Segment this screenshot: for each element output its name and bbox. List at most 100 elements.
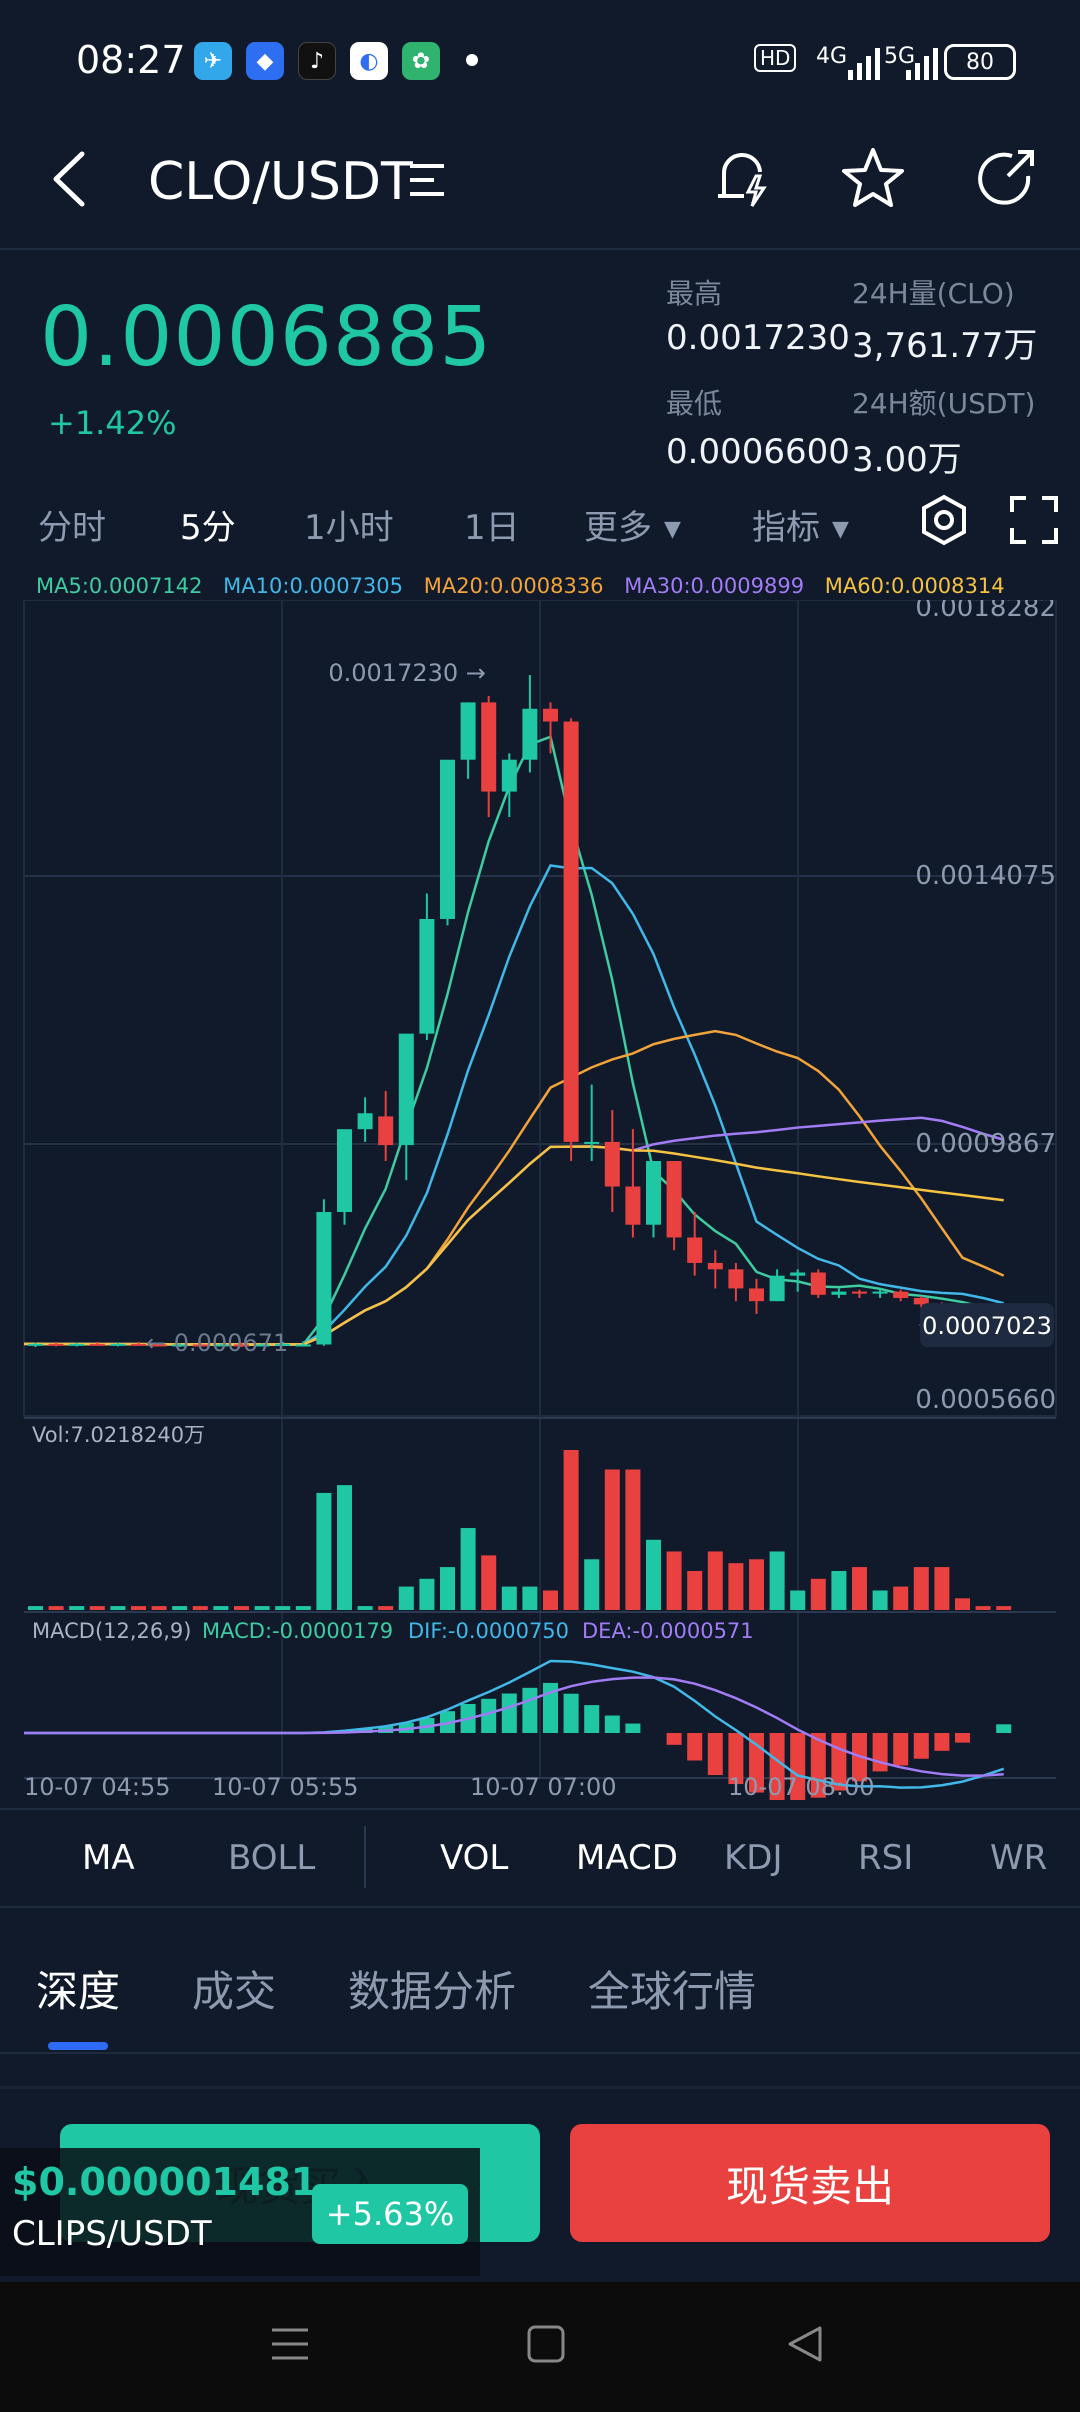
tab-data-analysis[interactable]: 数据分析 — [348, 1967, 517, 2016]
volume-bar — [687, 1570, 703, 1610]
indicator-wr[interactable]: WR — [990, 1838, 1048, 1878]
chart-settings-icon[interactable] — [918, 494, 970, 550]
volume-bar — [996, 1606, 1012, 1610]
tab-depth[interactable]: 深度 — [36, 1967, 121, 2016]
tf-more[interactable]: 更多 ▼ — [584, 500, 681, 549]
indicator-macd[interactable]: MACD — [576, 1838, 678, 1878]
volume-bar — [398, 1586, 414, 1610]
candle-body — [646, 1161, 661, 1225]
home-icon[interactable] — [526, 2324, 566, 2368]
candle-body — [707, 1262, 723, 1270]
volume-bar — [893, 1586, 909, 1610]
candle-body — [543, 708, 558, 722]
volume-bar — [89, 1606, 105, 1610]
macd-value: MACD:-0.0000179 — [202, 1619, 393, 1643]
network-4g-label: 4G — [816, 44, 848, 69]
back-nav-icon[interactable] — [784, 2324, 824, 2368]
x-axis-label: 10-07 07:00 — [470, 1773, 617, 1800]
divider — [364, 1826, 366, 1888]
divider — [0, 1808, 1080, 1810]
max-price-label: 0.0017230 → — [328, 659, 486, 687]
pair-title[interactable]: CLO/USDT — [148, 152, 413, 212]
pair-list-icon[interactable] — [408, 156, 448, 210]
volume-bar — [151, 1606, 167, 1610]
x-axis-label: 10-07 08:00 — [728, 1773, 875, 1800]
candle-body — [666, 1161, 682, 1238]
spot-sell-button[interactable]: 现货卖出 — [570, 2124, 1050, 2242]
divider — [0, 2086, 1080, 2089]
notification-dot-icon — [466, 54, 478, 66]
volume-bar — [852, 1567, 867, 1610]
candle-body — [110, 1343, 126, 1346]
kline-chart[interactable]: 0.0018282 0.0014075 0.0009867 0.0005660 0.00… — [0, 600, 1080, 1800]
tab-trades[interactable]: 成交 — [192, 1967, 277, 2016]
dea-line — [24, 1676, 1004, 1777]
candle-body — [501, 759, 517, 792]
candle-body — [234, 1344, 249, 1347]
tf-indicators-label: 指标 — [752, 508, 820, 548]
favorite-star-icon[interactable] — [838, 144, 908, 218]
volume-bar — [666, 1551, 682, 1610]
amount-24h-label: 24H额(USDT) — [852, 387, 1036, 420]
indicator-boll[interactable]: BOLL — [228, 1838, 316, 1878]
x-axis-label: 10-07 04:55 — [24, 1773, 171, 1800]
macd-histogram-bar — [893, 1733, 909, 1766]
header-bar: CLO/USDT — [0, 120, 1080, 250]
indicator-ma[interactable]: MA — [82, 1838, 135, 1878]
volume-bar — [275, 1606, 291, 1610]
candle-body — [295, 1344, 311, 1347]
x-axis-label: 10-07 05:55 — [212, 1773, 359, 1800]
signal-icon — [846, 46, 886, 84]
network-5g-label: 5G — [884, 44, 916, 69]
volume-bar — [522, 1586, 538, 1610]
candle-body — [852, 1291, 867, 1294]
volume-bar — [254, 1606, 270, 1610]
candle-body — [810, 1272, 826, 1295]
volume-bar — [69, 1606, 85, 1610]
candle-body — [28, 1343, 43, 1346]
macd-histogram-bar — [584, 1705, 600, 1733]
chart-labels: 0.0018282 0.0014075 0.0009867 0.0005660 0.00… — [24, 600, 1056, 1800]
macd-histogram-bar — [501, 1693, 517, 1733]
ma5-legend: MA5:0.0007142 — [36, 574, 203, 598]
volume-bar — [234, 1606, 249, 1610]
tf-indicators[interactable]: 指标 ▼ — [752, 500, 849, 549]
menu-icon[interactable] — [270, 2324, 310, 2368]
macd-histogram-bar — [769, 1733, 785, 1800]
indicator-vol[interactable]: VOL — [440, 1838, 509, 1878]
candle-body — [378, 1116, 394, 1146]
tab-global-market[interactable]: 全球行情 — [588, 1967, 757, 2016]
ma30-legend: MA30:0.0009899 — [624, 574, 805, 598]
candle-body — [316, 1211, 332, 1345]
y-axis-label: 0.0009867 — [915, 1129, 1056, 1159]
fullscreen-icon[interactable] — [1010, 496, 1058, 548]
price-alert-icon[interactable] — [708, 144, 778, 218]
baidu-icon: ◆ — [246, 42, 284, 80]
indicator-kdj[interactable]: KDJ — [724, 1838, 783, 1878]
volume-24h-label: 24H量(CLO) — [852, 277, 1015, 310]
volume-bar — [913, 1567, 929, 1610]
candle-body — [213, 1344, 229, 1347]
share-icon[interactable] — [972, 144, 1042, 218]
macd-histogram-bar — [707, 1733, 723, 1776]
volume-bar — [28, 1606, 43, 1610]
candle-body — [440, 759, 455, 919]
floating-ticker-widget[interactable]: $0.000001481 CLIPS/USDT +5.63% — [0, 2148, 480, 2276]
candle-body — [522, 708, 538, 760]
tf-timeshare[interactable]: 分时 — [38, 508, 106, 548]
candle-body — [625, 1186, 641, 1225]
divider — [0, 2052, 1080, 2054]
tf-more-label: 更多 — [584, 508, 652, 548]
chart-grid — [23, 600, 1057, 1779]
candle-body — [749, 1288, 764, 1302]
back-icon[interactable] — [44, 144, 94, 218]
tf-1hour[interactable]: 1小时 — [304, 508, 394, 548]
tf-1day[interactable]: 1日 — [464, 508, 520, 548]
browser-icon: ◐ — [350, 42, 388, 80]
candle-body — [48, 1343, 64, 1346]
tf-5min[interactable]: 5分 — [180, 508, 236, 548]
indicator-rsi[interactable]: RSI — [858, 1838, 914, 1878]
high-value: 0.0017230 — [666, 318, 850, 358]
macd-panel — [24, 1659, 1012, 1800]
active-tab-indicator — [48, 2042, 108, 2050]
